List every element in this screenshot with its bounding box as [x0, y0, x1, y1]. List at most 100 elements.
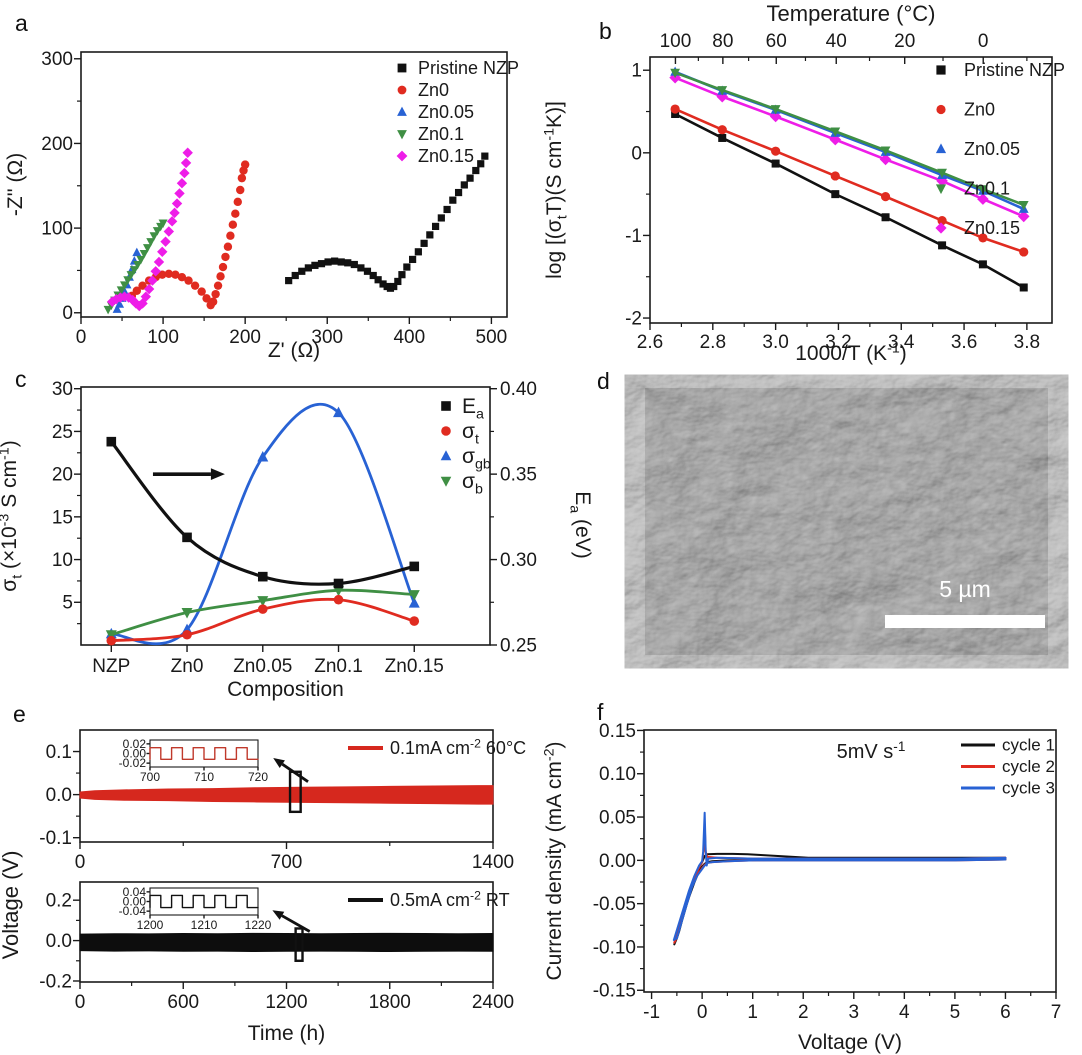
- svg-text:Ea (eV): Ea (eV): [567, 491, 594, 558]
- svg-text:0.1: 0.1: [46, 742, 72, 763]
- svg-text:2400: 2400: [472, 992, 514, 1013]
- svg-text:Zn0.15: Zn0.15: [418, 146, 474, 166]
- panel-d-label: d: [597, 368, 610, 394]
- svg-text:0.15: 0.15: [599, 721, 636, 742]
- svg-text:100: 100: [660, 31, 692, 52]
- svg-text:0.02: 0.02: [123, 737, 147, 751]
- svg-text:3.8: 3.8: [1014, 332, 1040, 353]
- svg-text:1: 1: [631, 61, 642, 82]
- svg-text:0.0: 0.0: [46, 785, 72, 806]
- svg-text:600: 600: [167, 992, 199, 1013]
- svg-text:0.5mA cm-2 RT: 0.5mA cm-2 RT: [390, 888, 510, 909]
- svg-text:3.4: 3.4: [888, 332, 915, 353]
- svg-text:σgb: σgb: [462, 445, 491, 472]
- svg-text:5mV s-1: 5mV s-1: [837, 739, 906, 763]
- panel-c-conductivity-chart: NZP Zn0 Zn0.05 Zn0.1 Zn0.15 5 10 15 20 25 30 0.25 0.…: [0, 379, 594, 701]
- svg-text:300: 300: [311, 327, 343, 348]
- svg-text:2: 2: [798, 1002, 809, 1023]
- svg-text:80: 80: [712, 31, 733, 52]
- svg-text:0.10: 0.10: [599, 764, 636, 785]
- svg-text:-0.2: -0.2: [39, 971, 72, 992]
- svg-text:Zn0.1: Zn0.1: [418, 124, 464, 144]
- svg-text:-0.15: -0.15: [593, 981, 636, 1002]
- svg-text:200: 200: [229, 327, 261, 348]
- svg-text:Zn0: Zn0: [171, 656, 204, 677]
- svg-text:0.04: 0.04: [123, 885, 147, 899]
- svg-text:0.00: 0.00: [599, 851, 636, 872]
- svg-text:60: 60: [766, 31, 787, 52]
- svg-text:1: 1: [747, 1002, 758, 1023]
- svg-text:200: 200: [41, 134, 73, 155]
- svg-text:cycle 2: cycle 2: [1002, 757, 1055, 776]
- svg-text:Pristine NZP: Pristine NZP: [964, 60, 1065, 80]
- svg-text:-0.1: -0.1: [39, 828, 72, 849]
- svg-text:1800: 1800: [369, 992, 411, 1013]
- svg-text:0: 0: [631, 143, 642, 164]
- svg-text:Zn0.1: Zn0.1: [314, 656, 363, 677]
- svg-text:100: 100: [41, 219, 73, 240]
- svg-text:Zn0.15: Zn0.15: [964, 218, 1020, 238]
- svg-text:σt (×10-3 S cm-1): σt (×10-3 S cm-1): [0, 440, 25, 591]
- sem-micrograph: [645, 388, 1048, 655]
- svg-text:3.0: 3.0: [762, 332, 788, 353]
- svg-text:Ea: Ea: [462, 395, 484, 422]
- panel-b-arrhenius-chart: 2.6 2.8 3.0 3.2 3.4 3.6 3.8 1 0 -1 -2 100 80 60 40 20 0 1…: [541, 1, 1065, 365]
- svg-text:100: 100: [147, 327, 179, 348]
- svg-text:6: 6: [1000, 1002, 1011, 1023]
- svg-text:0.05: 0.05: [599, 808, 636, 829]
- svg-text:700: 700: [271, 852, 303, 873]
- svg-text:-1: -1: [643, 1002, 660, 1023]
- svg-text:σb: σb: [462, 470, 483, 497]
- svg-text:Voltage (V): Voltage (V): [0, 851, 23, 960]
- svg-text:σt: σt: [462, 420, 479, 447]
- svg-text:0.40: 0.40: [500, 379, 537, 400]
- scale-bar: [885, 615, 1045, 628]
- svg-text:720: 720: [248, 770, 268, 784]
- svg-text:Pristine NZP: Pristine NZP: [418, 58, 519, 78]
- svg-text:0.1mA cm-2 60°C: 0.1mA cm-2 60°C: [390, 736, 526, 757]
- svg-text:0: 0: [76, 327, 87, 348]
- svg-text:Zn0.05: Zn0.05: [418, 102, 474, 122]
- svg-text:4: 4: [899, 1002, 910, 1023]
- svg-text:1200: 1200: [265, 992, 307, 1013]
- svg-text:0.30: 0.30: [500, 550, 537, 571]
- panel-a-label: a: [15, 10, 28, 36]
- svg-text:15: 15: [52, 507, 73, 528]
- svg-text:Z' (Ω): Z' (Ω): [268, 339, 320, 362]
- svg-text:40: 40: [826, 31, 847, 52]
- panel-f-cv-chart: -1 0 1 2 3 4 5 6 7 0.15 0.10 0.05 0.00 -0.05 -0.10 -0.1…: [541, 721, 1062, 1054]
- svg-text:700: 700: [140, 770, 160, 784]
- svg-text:1000/T (K-1): 1000/T (K-1): [795, 340, 907, 365]
- svg-text:-1: -1: [625, 226, 642, 247]
- svg-text:500: 500: [476, 327, 508, 348]
- svg-text:Time (h): Time (h): [248, 1022, 325, 1045]
- svg-text:3: 3: [849, 1002, 860, 1023]
- svg-text:-0.05: -0.05: [593, 894, 636, 915]
- svg-text:2.6: 2.6: [637, 332, 663, 353]
- svg-text:30: 30: [52, 379, 73, 400]
- panel-e-cycling-chart: 0 700 1400 0.1 0.0 -0.1 0.1mA cm-2 60°C Voltage…: [0, 729, 526, 1045]
- svg-text:cycle 1: cycle 1: [1002, 736, 1055, 755]
- svg-text:710: 710: [194, 770, 214, 784]
- svg-text:1200: 1200: [137, 918, 164, 932]
- svg-text:0.35: 0.35: [500, 465, 537, 486]
- panel-f-label: f: [597, 699, 604, 725]
- svg-text:7: 7: [1051, 1002, 1062, 1023]
- svg-text:25: 25: [52, 422, 73, 443]
- svg-text:0: 0: [75, 992, 86, 1013]
- svg-text:Zn0.15: Zn0.15: [385, 656, 444, 677]
- svg-text:Temperature (°C): Temperature (°C): [767, 1, 936, 26]
- svg-text:Zn0.05: Zn0.05: [964, 139, 1020, 159]
- svg-text:Composition: Composition: [227, 678, 344, 701]
- svg-text:Voltage (V): Voltage (V): [798, 1031, 902, 1054]
- panel-d-sem-image: 5 µm: [645, 388, 1048, 655]
- svg-text:Current density (mA cm-2): Current density (mA cm-2): [541, 741, 566, 980]
- svg-text:0.0: 0.0: [46, 931, 72, 952]
- svg-text:0: 0: [62, 303, 73, 324]
- svg-text:Zn0.05: Zn0.05: [233, 656, 292, 677]
- svg-text:Zn0: Zn0: [418, 80, 449, 100]
- svg-text:1220: 1220: [245, 918, 272, 932]
- svg-text:Zn0.1: Zn0.1: [964, 178, 1010, 198]
